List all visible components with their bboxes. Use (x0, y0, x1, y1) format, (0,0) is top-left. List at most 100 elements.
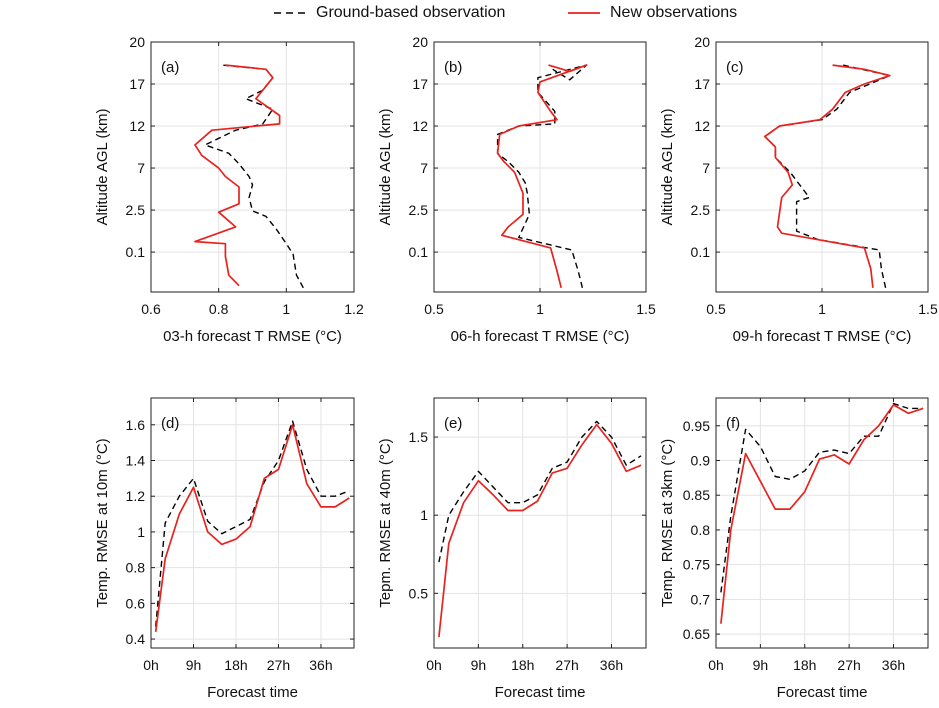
panel-d: 0h 9h 18h 27h 36h 0.4 0.6 0.8 1 1.2 1.4 1.6 Forecast… (94, 397, 355, 701)
x-tick-label: 9h (186, 657, 202, 673)
x-tick-label: 0h (143, 657, 159, 673)
x-tick-label: 0.5 (424, 301, 444, 317)
y-axis-label: Altitude AGL (km) (94, 109, 111, 226)
legend-label-new: New observations (610, 4, 738, 21)
y-tick-label: 0.85 (683, 487, 710, 503)
panel-label: (c) (726, 59, 744, 76)
y-tick-label: 7 (137, 160, 145, 176)
y-tick-label: 1.4 (126, 453, 146, 469)
y-tick-label: 0.1 (126, 244, 146, 260)
panel-label: (a) (161, 59, 179, 76)
x-axis-label: 03-h forecast T RMSE (°C) (163, 328, 342, 345)
series-line-ground-based (438, 420, 642, 563)
y-tick-label: 2.5 (126, 202, 146, 218)
panel-e: 0h 9h 18h 27h 36h 0.5 1 1.5 Forecast time Tepm. R… (377, 397, 647, 701)
x-tick-label: 27h (267, 657, 290, 673)
y-tick-label: 0.1 (691, 244, 711, 260)
y-tick-label: 0.8 (126, 560, 146, 576)
x-tick-label: 18h (793, 657, 816, 673)
x-tick-label: 0.5 (706, 301, 726, 317)
x-tick-label: 36h (600, 657, 623, 673)
x-tick-label: 1 (282, 301, 290, 317)
y-tick-label: 2.5 (409, 202, 429, 218)
panel-label: (f) (726, 415, 740, 432)
x-tick-label: 1.5 (918, 301, 938, 317)
series-line-ground-based (155, 420, 350, 627)
y-tick-label: 20 (129, 34, 145, 50)
x-tick-label: 0h (708, 657, 724, 673)
x-tick-label: 9h (471, 657, 487, 673)
legend-swatch-solid (568, 12, 600, 14)
legend-label-ground: Ground-based observation (316, 4, 506, 21)
y-tick-label: 0.5 (409, 585, 429, 601)
y-tick-label: 12 (412, 118, 428, 134)
y-tick-label: 2.5 (691, 202, 711, 218)
series-line-ground-based (204, 64, 304, 289)
x-tick-label: 0h (426, 657, 442, 673)
x-axis-label: Forecast time (207, 684, 298, 701)
x-tick-label: 1 (818, 301, 826, 317)
plot-frame (433, 397, 647, 649)
y-tick-label: 12 (129, 118, 145, 134)
x-tick-label: 1.2 (344, 301, 364, 317)
y-tick-label: 0.8 (691, 522, 711, 538)
y-tick-label: 0.75 (683, 557, 710, 573)
x-tick-label: 18h (224, 657, 247, 673)
x-tick-label: 27h (555, 657, 578, 673)
y-axis-label: Temp. RMSE at 3km (°C) (659, 439, 676, 608)
y-tick-label: 1.6 (126, 417, 146, 433)
legend-item-ground: Ground-based observation (272, 4, 505, 22)
y-tick-label: 17 (412, 76, 428, 92)
y-axis-label: Temp. RMSE at 10m (°C) (94, 438, 111, 607)
panel-f: 0h 9h 18h 27h 36h 0.65 0.7 0.75 0.8 0.85 0.9 0.95 Fo… (659, 397, 929, 701)
series-group (438, 420, 642, 638)
y-tick-label: 20 (694, 34, 710, 50)
x-tick-label: 9h (753, 657, 769, 673)
series-line-new-observations (763, 64, 891, 288)
legend: Ground-based observation New observation… (0, 2, 939, 28)
series-line-new-observations (194, 64, 281, 287)
plot-frame (715, 397, 929, 649)
legend-swatch-dashed (274, 12, 306, 14)
x-tick-label: 27h (837, 657, 860, 673)
series-group (194, 64, 304, 289)
x-tick-label: 1 (536, 301, 544, 317)
y-axis-label: Tepm. RMSE at 40m (°C) (377, 438, 394, 607)
y-tick-label: 0.7 (691, 591, 711, 607)
y-tick-label: 0.65 (683, 626, 710, 642)
x-axis-label: 06-h forecast T RMSE (°C) (451, 328, 630, 345)
y-tick-label: 0.95 (683, 418, 710, 434)
series-line-new-observations (438, 423, 642, 638)
y-tick-label: 1 (137, 524, 145, 540)
x-tick-label: 36h (309, 657, 332, 673)
series-group (154, 420, 350, 633)
x-axis-label: Forecast time (777, 684, 868, 701)
series-group (496, 64, 588, 289)
y-tick-label: 1 (420, 507, 428, 523)
panel-label: (d) (161, 415, 179, 432)
x-tick-label: 36h (882, 657, 905, 673)
series-line-ground-based (764, 64, 891, 288)
series-line-new-observations (154, 423, 350, 633)
x-tick-label: 0.6 (141, 301, 161, 317)
y-axis-label: Altitude AGL (km) (377, 109, 394, 226)
y-axis-label: Altitude AGL (km) (659, 109, 676, 226)
panel-a: 0.6 0.8 1 1.2 0.1 2.5 7 12 17 20 03-h forecast T R… (94, 34, 364, 345)
series-group (720, 402, 924, 624)
panel-label: (e) (444, 415, 462, 432)
plot-frame (150, 41, 355, 293)
legend-item-new: New observations (566, 4, 737, 22)
panel-b: 0.5 1 1.5 0.1 2.5 7 12 17 20 06-h forecast T RMSE… (377, 34, 656, 345)
y-tick-label: 0.9 (691, 453, 711, 469)
y-tick-label: 20 (412, 34, 428, 50)
x-tick-label: 1.5 (636, 301, 656, 317)
y-tick-label: 7 (420, 160, 428, 176)
x-tick-label: 0.8 (209, 301, 229, 317)
y-tick-label: 0.1 (409, 244, 429, 260)
series-line-new-observations (720, 404, 924, 624)
y-tick-label: 17 (129, 76, 145, 92)
y-tick-label: 12 (694, 118, 710, 134)
panel-label: (b) (444, 59, 462, 76)
